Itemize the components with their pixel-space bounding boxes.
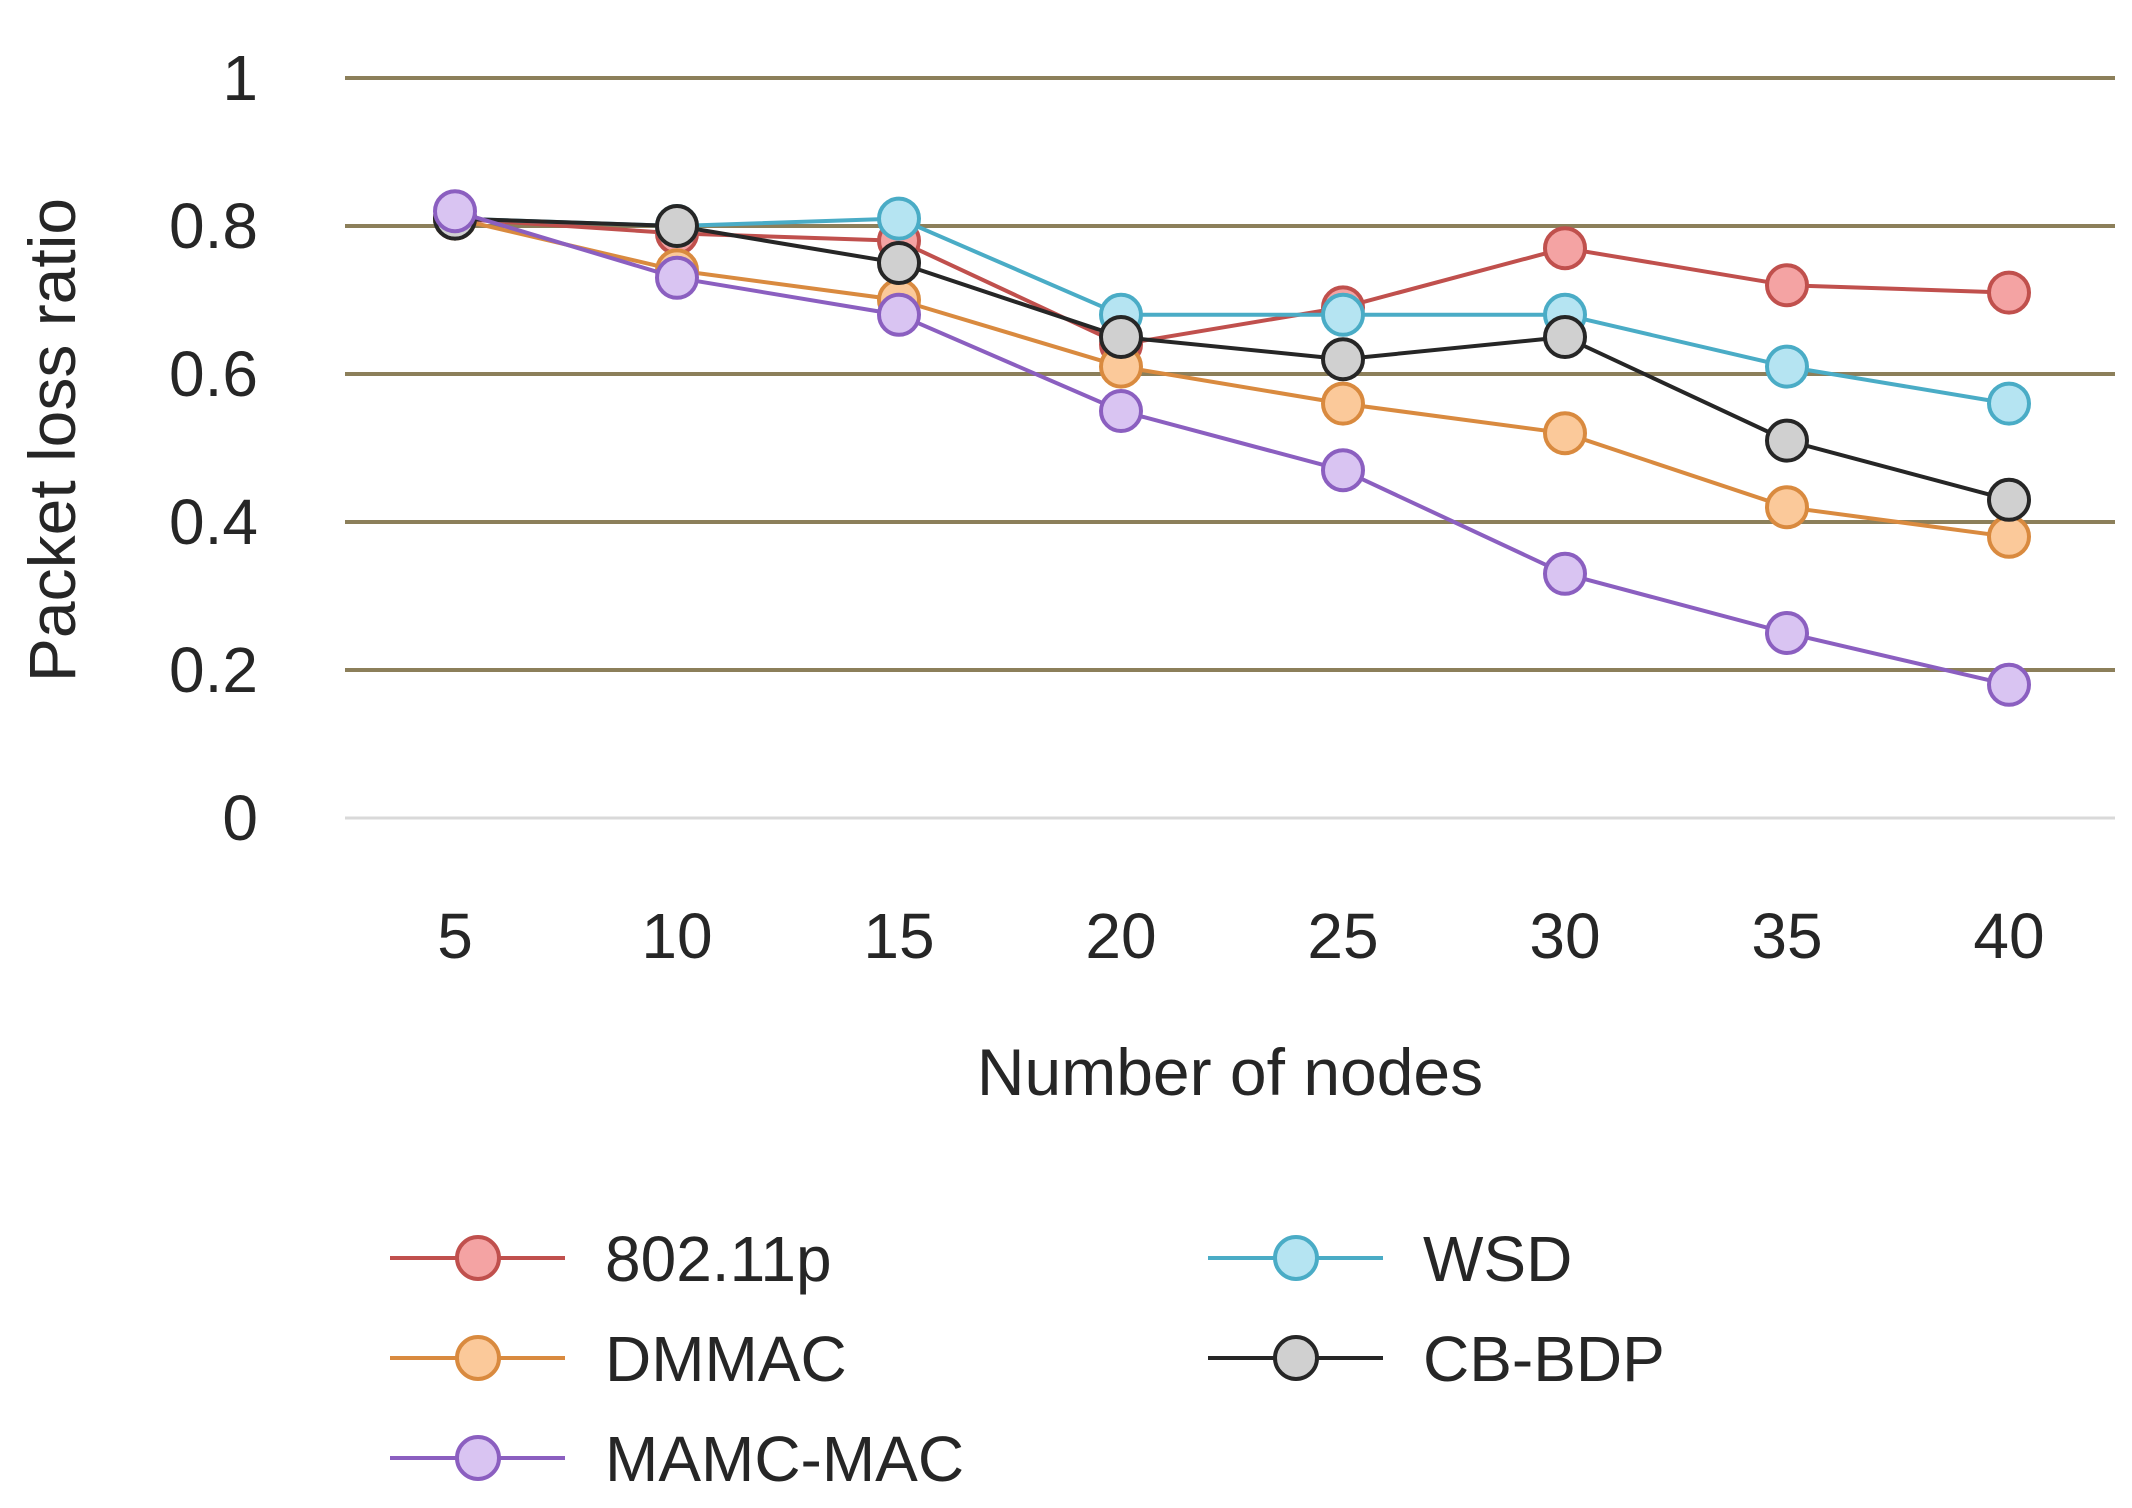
x-tick-label: 35	[1751, 900, 1822, 972]
series-line-mamc-mac	[454, 209, 2010, 687]
legend-item-wsd: WSD	[1208, 1223, 1572, 1295]
data-point-802-11p	[1987, 270, 2031, 315]
data-point-wsd	[877, 196, 921, 241]
y-axis-ticks: 0 0.2 0.4 0.6 0.8 1	[169, 42, 258, 854]
data-point-dmmac	[1321, 381, 1365, 426]
data-point-dmmac	[1543, 411, 1587, 456]
y-tick-label: 0.4	[169, 486, 258, 558]
y-tick-label: 0.2	[169, 634, 258, 706]
data-point-wsd	[1987, 381, 2031, 426]
data-point-mamc-mac	[433, 189, 477, 234]
data-point-mamc-mac	[1987, 662, 2031, 707]
series-line-802-11p	[454, 216, 2010, 347]
data-point-mamc-mac	[655, 255, 699, 300]
data-point-802-11p	[1543, 226, 1587, 271]
legend-item-dmmac: DMMAC	[390, 1323, 847, 1395]
x-tick-label: 40	[1973, 900, 2044, 972]
data-point-mamc-mac	[1099, 389, 1143, 433]
data-point-cb-bdp	[655, 204, 699, 248]
data-point-cb-bdp	[1765, 418, 1809, 463]
x-tick-label: 25	[1307, 900, 1378, 972]
legend-label: DMMAC	[605, 1323, 847, 1395]
series-line-dmmac	[454, 216, 2010, 539]
data-point-mamc-mac	[1321, 448, 1365, 493]
y-axis-title: Packet loss ratio	[15, 198, 89, 682]
gridlines	[345, 76, 2115, 820]
legend-swatch-marker	[455, 1435, 501, 1481]
x-tick-label: 15	[863, 900, 934, 972]
x-tick-label: 10	[641, 900, 712, 972]
y-tick-label: 0.6	[169, 338, 258, 410]
x-axis-title: Number of nodes	[977, 1035, 1483, 1109]
legend-label: CB-BDP	[1423, 1323, 1665, 1395]
legend-label: 802.11p	[605, 1223, 832, 1295]
y-tick-label: 0.8	[169, 190, 258, 262]
legend-swatch-marker	[455, 1335, 501, 1381]
data-point-mamc-mac	[1765, 611, 1809, 655]
data-point-cb-bdp	[1543, 315, 1587, 359]
series-group	[433, 189, 2031, 707]
y-tick-label: 0	[222, 782, 258, 854]
legend: 802.11p WSD DMMAC CB-BDP MAMC-MAC	[390, 1223, 1665, 1495]
data-point-cb-bdp	[1321, 337, 1365, 382]
data-point-mamc-mac	[877, 292, 921, 337]
data-point-mamc-mac	[1543, 551, 1587, 596]
legend-swatch-marker	[1273, 1335, 1319, 1381]
legend-item-mamc-mac: MAMC-MAC	[390, 1423, 964, 1495]
y-tick-label: 1	[222, 42, 258, 114]
x-tick-label: 5	[437, 900, 473, 972]
series-line-wsd	[454, 216, 2010, 406]
data-point-wsd	[1321, 292, 1365, 337]
data-point-dmmac	[1987, 514, 2031, 559]
legend-label: MAMC-MAC	[605, 1423, 964, 1495]
legend-label: WSD	[1423, 1223, 1572, 1295]
data-point-wsd	[1765, 344, 1809, 389]
data-point-802-11p	[1765, 263, 1809, 308]
series-line-cb-bdp	[454, 216, 2010, 502]
data-point-cb-bdp	[1987, 477, 2031, 522]
x-axis-ticks: 5 10 15 20 25 30 35 40	[437, 900, 2044, 972]
legend-item-cb-bdp: CB-BDP	[1208, 1323, 1665, 1395]
data-point-cb-bdp	[877, 241, 921, 285]
x-tick-label: 30	[1529, 900, 1600, 972]
data-point-cb-bdp	[1099, 315, 1143, 359]
legend-item-802-11p: 802.11p	[390, 1223, 832, 1295]
series-mamc-mac	[433, 189, 2031, 707]
legend-swatch-marker	[1273, 1235, 1319, 1281]
x-tick-label: 20	[1085, 900, 1156, 972]
legend-swatch-marker	[455, 1235, 501, 1281]
data-point-dmmac	[1765, 485, 1809, 530]
